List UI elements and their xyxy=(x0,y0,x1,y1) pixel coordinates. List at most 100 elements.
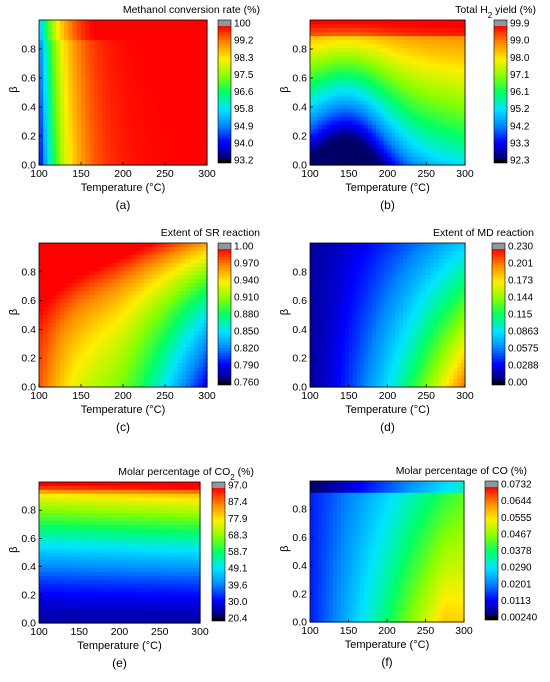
heatmap-cell xyxy=(173,371,179,376)
heatmap-cell xyxy=(194,100,200,106)
heatmap-cell xyxy=(110,100,116,106)
heatmap-cell xyxy=(430,100,435,106)
heatmap-cell xyxy=(51,160,57,166)
heatmap-cell xyxy=(310,60,315,65)
heatmap-cell xyxy=(177,243,183,248)
heatmap-cell xyxy=(51,96,57,102)
heatmap-cell xyxy=(55,112,61,118)
heatmap-cell xyxy=(144,271,149,276)
heatmap-cell xyxy=(181,287,187,292)
colorbar-segment xyxy=(218,273,231,278)
heatmap-cell xyxy=(148,383,153,388)
heatmap-cell xyxy=(410,64,416,69)
heatmap-cell xyxy=(181,120,187,126)
heatmap-cell xyxy=(60,116,65,122)
colorbar-segment xyxy=(218,279,231,283)
heatmap-cell xyxy=(383,96,389,102)
heatmap-cell xyxy=(85,44,90,49)
heatmap-cell xyxy=(148,64,153,69)
heatmap-cell xyxy=(89,279,95,284)
heatmap-cell xyxy=(352,40,358,45)
heatmap-cell xyxy=(64,255,69,260)
heatmap-cell xyxy=(194,76,200,82)
heatmap-cell xyxy=(325,355,330,360)
heatmap-cell xyxy=(76,124,82,130)
heatmap-cell xyxy=(198,255,204,260)
heatmap-cell xyxy=(453,80,458,86)
heatmap-cell xyxy=(102,367,107,372)
heatmap-cell xyxy=(131,144,137,150)
heatmap-cell xyxy=(325,291,330,296)
heatmap-cell xyxy=(173,355,179,360)
heatmap-cell xyxy=(152,64,158,69)
heatmap-cell xyxy=(43,128,48,134)
heatmap-cell xyxy=(418,52,423,57)
heatmap-cell xyxy=(399,32,404,37)
heatmap-cell xyxy=(152,367,158,372)
heatmap-cell xyxy=(414,28,420,33)
heatmap-cell xyxy=(39,156,44,162)
colorbar-label: 0.970 xyxy=(234,259,259,270)
heatmap-cell xyxy=(391,92,396,98)
heatmap-cell xyxy=(160,32,166,37)
heatmap-cell xyxy=(426,104,431,110)
heatmap-cell xyxy=(110,351,116,356)
heatmap-cell xyxy=(85,291,90,296)
heatmap-cell xyxy=(93,279,99,284)
heatmap-cell xyxy=(173,247,179,252)
heatmap-cell xyxy=(399,88,404,94)
heatmap-cell xyxy=(72,299,78,304)
heatmap-cell xyxy=(329,152,334,158)
heatmap-cell xyxy=(97,60,103,65)
heatmap-cell xyxy=(131,343,137,348)
heatmap-cell xyxy=(93,100,99,106)
heatmap-cell xyxy=(148,92,153,98)
heatmap-cell xyxy=(344,247,350,252)
heatmap-cell xyxy=(333,343,338,348)
heatmap-cell xyxy=(352,88,358,94)
heatmap-cell xyxy=(81,24,86,29)
heatmap-cell xyxy=(426,56,431,61)
heatmap-cell xyxy=(325,124,330,130)
heatmap-cell xyxy=(47,148,53,154)
heatmap-cell xyxy=(430,40,435,45)
heatmap-cell xyxy=(368,84,373,90)
heatmap-cell xyxy=(325,108,330,114)
heatmap-cell xyxy=(68,96,74,102)
heatmap-cell xyxy=(131,88,137,94)
heatmap-cell xyxy=(190,104,195,110)
heatmap-cell xyxy=(177,331,183,336)
heatmap-cell xyxy=(348,367,354,372)
heatmap-cell xyxy=(321,64,327,69)
heatmap-cell xyxy=(93,128,99,134)
heatmap-cell xyxy=(123,32,128,37)
heatmap-cell xyxy=(321,255,327,260)
heatmap-cell xyxy=(348,303,354,308)
heatmap-cell xyxy=(387,68,392,73)
heatmap-cell xyxy=(152,120,158,126)
heatmap-cell xyxy=(344,64,350,69)
heatmap-cell xyxy=(449,128,454,134)
heatmap-cell xyxy=(352,263,358,268)
heatmap-cell xyxy=(47,136,53,142)
heatmap-cell xyxy=(364,56,369,61)
heatmap-cell xyxy=(93,319,99,324)
colorbar-segment xyxy=(218,370,231,374)
heatmap-cell xyxy=(186,84,191,90)
heatmap-cell xyxy=(135,28,141,33)
heatmap-cell xyxy=(360,92,365,98)
heatmap-cell xyxy=(118,279,124,284)
heatmap-cell xyxy=(39,259,44,264)
heatmap-cell xyxy=(341,315,346,320)
heatmap-cell xyxy=(453,152,458,158)
heatmap-cell xyxy=(356,148,361,154)
heatmap-cell xyxy=(118,160,124,166)
heatmap-cell xyxy=(72,263,78,268)
heatmap-cell xyxy=(418,60,423,65)
heatmap-cell xyxy=(453,40,458,45)
heatmap-cell xyxy=(89,100,95,106)
heatmap-cell xyxy=(441,132,447,138)
heatmap-cell xyxy=(399,112,404,118)
heatmap-cell xyxy=(165,80,170,86)
heatmap-cell xyxy=(325,24,330,29)
